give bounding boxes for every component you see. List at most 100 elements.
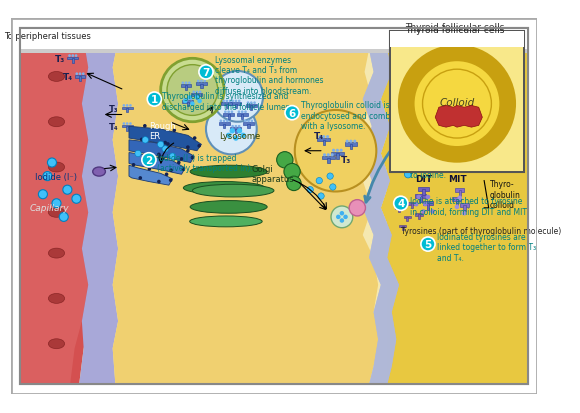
Circle shape (190, 102, 195, 107)
Circle shape (122, 123, 125, 126)
Bar (230, 103, 241, 105)
Circle shape (172, 129, 176, 133)
Text: 3: 3 (397, 157, 404, 167)
Circle shape (238, 111, 240, 114)
Circle shape (416, 195, 421, 200)
Circle shape (140, 138, 143, 142)
Bar (390, 32, 524, 48)
Text: Tyrosines (part of thyroglobulin molecule): Tyrosines (part of thyroglobulin molecul… (401, 226, 561, 235)
Polygon shape (435, 106, 483, 128)
Bar (411, 204, 412, 208)
Circle shape (162, 146, 168, 153)
Bar (322, 140, 325, 145)
Circle shape (165, 173, 168, 177)
Bar (230, 128, 241, 131)
Circle shape (167, 66, 218, 116)
Bar (399, 225, 406, 228)
Circle shape (219, 120, 222, 123)
Circle shape (186, 150, 190, 153)
Circle shape (164, 141, 167, 145)
Text: T₃: T₃ (108, 104, 118, 114)
Circle shape (197, 81, 200, 83)
Circle shape (238, 126, 241, 128)
Bar (20, 50, 528, 54)
Circle shape (147, 164, 150, 168)
Circle shape (238, 100, 241, 103)
Circle shape (148, 157, 155, 164)
Circle shape (182, 168, 185, 172)
Text: Golgi
apparatus: Golgi apparatus (251, 164, 294, 184)
Circle shape (233, 136, 238, 141)
Bar (350, 145, 352, 150)
Bar (196, 83, 207, 85)
Circle shape (75, 55, 77, 58)
Text: T₄: T₄ (63, 73, 73, 82)
Ellipse shape (193, 185, 274, 197)
Circle shape (147, 168, 151, 171)
Text: T₄: T₄ (108, 123, 118, 131)
Bar (398, 208, 400, 213)
Bar (387, 28, 528, 385)
Circle shape (52, 199, 61, 208)
Ellipse shape (48, 249, 64, 259)
Bar (20, 28, 528, 50)
Circle shape (222, 100, 225, 103)
Circle shape (230, 129, 235, 134)
Circle shape (72, 195, 81, 204)
Circle shape (332, 150, 335, 152)
Text: 2: 2 (145, 155, 153, 165)
Bar (241, 115, 244, 119)
Text: Iodide (I⁻): Iodide (I⁻) (35, 172, 78, 181)
Circle shape (204, 81, 206, 83)
Ellipse shape (48, 72, 64, 82)
Circle shape (180, 158, 183, 161)
Text: T₃: T₃ (55, 55, 66, 64)
Circle shape (307, 187, 313, 193)
Text: Iodide (I⁻) is trapped
(actively transported in).: Iodide (I⁻) is trapped (actively transpo… (157, 154, 253, 173)
Circle shape (430, 210, 435, 214)
Text: Capillary: Capillary (30, 204, 69, 213)
Polygon shape (20, 28, 88, 385)
Bar (75, 76, 85, 78)
Circle shape (411, 159, 418, 167)
Bar (408, 202, 415, 205)
Bar (427, 204, 429, 210)
Bar (248, 124, 249, 128)
Text: 6: 6 (288, 109, 296, 119)
Circle shape (349, 200, 365, 216)
Text: Colloid: Colloid (439, 97, 474, 107)
Circle shape (234, 126, 237, 128)
Text: Iodinated tyrosines are
linked together to form T₃
and T₄.: Iodinated tyrosines are linked together … (437, 232, 536, 262)
Text: Thyroid follicular cells: Thyroid follicular cells (405, 23, 505, 32)
Circle shape (79, 73, 81, 76)
Circle shape (186, 146, 190, 150)
Polygon shape (20, 28, 97, 385)
Circle shape (318, 193, 324, 200)
Circle shape (234, 100, 237, 103)
Circle shape (331, 154, 333, 157)
Circle shape (63, 186, 72, 195)
Circle shape (169, 154, 176, 160)
Circle shape (166, 143, 170, 146)
Text: DIT: DIT (415, 175, 432, 184)
Polygon shape (129, 166, 172, 186)
Bar (423, 202, 433, 206)
Bar (415, 213, 423, 216)
Bar (455, 188, 464, 192)
Circle shape (195, 96, 199, 100)
Bar (122, 107, 133, 110)
Bar (235, 104, 237, 109)
Bar (404, 216, 411, 219)
Circle shape (200, 81, 203, 83)
Circle shape (327, 173, 333, 180)
Bar (396, 207, 403, 210)
Text: Lysosomal enzymes
cleave T₄ and T₃ from
thyroglobulin and hormones
diffuse into : Lysosomal enzymes cleave T₄ and T₃ from … (215, 55, 324, 95)
Circle shape (59, 213, 68, 222)
Bar (200, 85, 202, 89)
Circle shape (244, 120, 246, 123)
Circle shape (421, 210, 426, 214)
Circle shape (287, 177, 301, 191)
Ellipse shape (190, 216, 262, 227)
Bar (336, 154, 339, 159)
Circle shape (183, 98, 186, 101)
